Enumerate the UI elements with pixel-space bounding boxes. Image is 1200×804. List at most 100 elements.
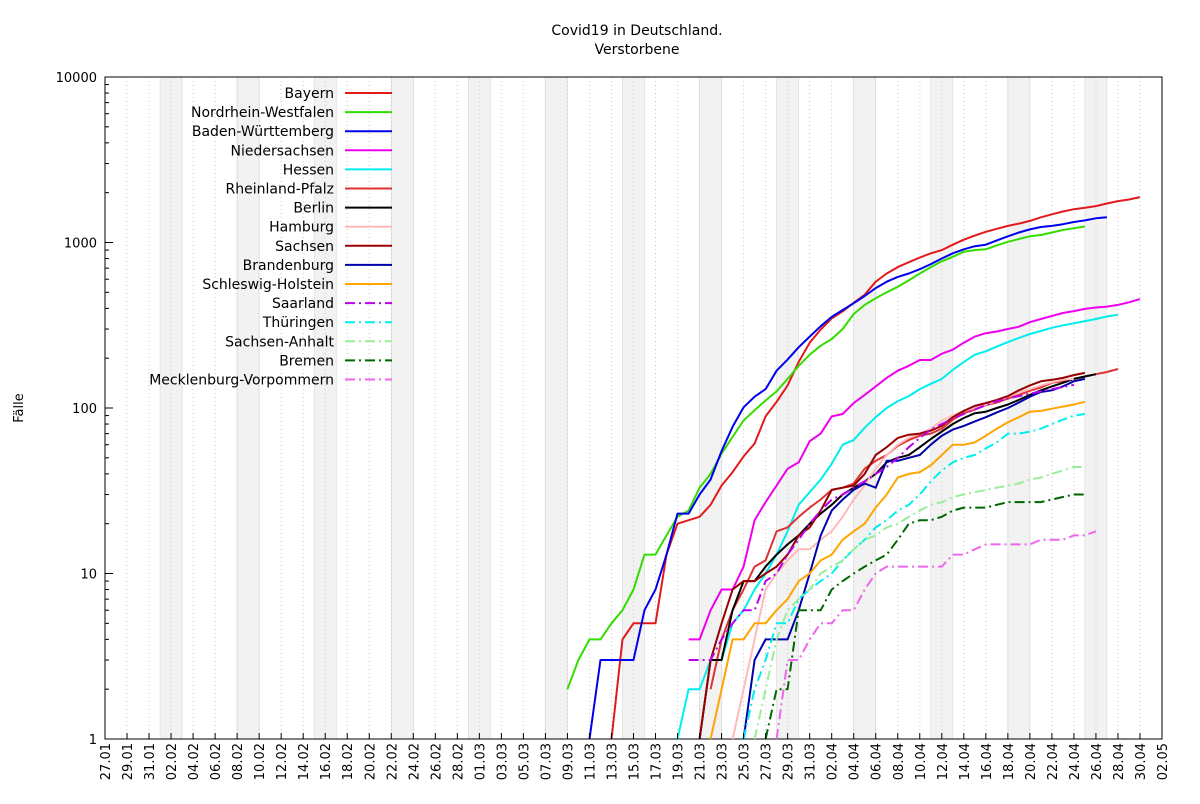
x-tick-label: 31.01 xyxy=(143,743,158,780)
series-line xyxy=(688,383,1075,661)
weekend-band xyxy=(1007,76,1031,740)
legend-label: Bremen xyxy=(279,353,334,369)
x-axis: 27.01 29.01 31.01 02.02 04.02 06.02 08.02 10.02… xyxy=(99,733,1171,780)
x-tick-label: 11.03 xyxy=(583,743,598,780)
x-tick-label: 07.03 xyxy=(539,743,554,780)
x-tick-label: 02.05 xyxy=(1156,743,1171,780)
series-line xyxy=(676,313,1119,740)
legend-label: Nordrhein-Westfalen xyxy=(191,105,334,121)
x-tick-label: 14.02 xyxy=(297,743,312,780)
x-tick-label: 29.03 xyxy=(782,743,797,780)
weekend-band xyxy=(468,76,491,740)
x-tick-label: 23.03 xyxy=(716,743,731,780)
x-tick-label: 24.04 xyxy=(1068,743,1083,780)
x-tick-label: 10.04 xyxy=(914,743,929,780)
series-line xyxy=(588,216,1107,740)
x-tick-label: 20.04 xyxy=(1024,743,1039,780)
x-tick-label: 12.02 xyxy=(275,743,290,780)
legend-label: Niedersachsen xyxy=(231,143,334,159)
x-tick-label: 20.02 xyxy=(363,743,378,780)
y-axis: 1 10 100 1000 10000 xyxy=(56,71,113,748)
legend-label: Rheinland-Pfalz xyxy=(226,182,334,198)
x-tick-label: 14.04 xyxy=(958,743,973,780)
x-tick-label: 27.01 xyxy=(99,743,114,780)
series-line xyxy=(753,466,1085,740)
x-tick-label: 24.02 xyxy=(407,743,422,780)
x-tick-label: 28.02 xyxy=(451,743,466,780)
legend-label: Hamburg xyxy=(269,220,334,236)
x-tick-label: 16.04 xyxy=(980,743,995,780)
x-tick-label: 26.02 xyxy=(429,743,444,780)
legend-label: Hessen xyxy=(283,162,334,178)
x-tick-label: 18.02 xyxy=(341,743,356,780)
legend: Bayern Nordrhein-Westfalen Baden-Württembe… xyxy=(149,86,392,389)
series-line xyxy=(775,530,1097,740)
x-tick-label: 03.03 xyxy=(495,743,510,780)
x-tick-label: 30.04 xyxy=(1134,743,1149,780)
series-line xyxy=(698,371,1086,740)
x-tick-label: 22.04 xyxy=(1046,743,1061,780)
legend-label: Berlin xyxy=(293,201,334,217)
series-line xyxy=(742,377,1086,740)
series-line xyxy=(566,225,1086,690)
legend-label: Sachsen-Anhalt xyxy=(225,334,334,350)
legend-label: Brandenburg xyxy=(243,258,334,274)
x-tick-label: 29.01 xyxy=(121,743,136,780)
y-axis-label: Fälle xyxy=(12,393,27,422)
x-tick-label: 08.04 xyxy=(892,743,907,780)
series-line xyxy=(610,196,1141,740)
weekend-band xyxy=(159,76,183,740)
legend-label: Thüringen xyxy=(262,315,334,331)
series-line xyxy=(709,400,1086,740)
series-line xyxy=(731,377,1074,740)
legend-label: Saarland xyxy=(272,296,334,312)
x-tick-label: 31.03 xyxy=(804,743,819,780)
weekend-band xyxy=(930,76,954,740)
x-tick-label: 08.02 xyxy=(231,743,246,780)
legend-label: Sachsen xyxy=(275,239,334,255)
x-tick-label: 02.04 xyxy=(826,743,841,780)
x-tick-label: 12.04 xyxy=(936,743,951,780)
x-tick-label: 16.02 xyxy=(319,743,334,780)
x-tick-label: 02.02 xyxy=(165,743,180,780)
weekend-band xyxy=(390,76,414,740)
x-tick-label: 15.03 xyxy=(628,743,643,780)
weekend-band xyxy=(236,76,260,740)
x-tick-label: 26.04 xyxy=(1090,743,1105,780)
x-tick-label: 18.04 xyxy=(1002,743,1017,780)
x-tick-label: 22.02 xyxy=(385,743,400,780)
x-tick-label: 06.02 xyxy=(209,743,224,780)
x-tick-label: 09.03 xyxy=(561,743,576,780)
x-tick-label: 04.02 xyxy=(187,743,202,780)
x-tick-label: 06.04 xyxy=(870,743,885,780)
y-tick-label: 1 xyxy=(89,733,97,748)
y-tick-label: 10000 xyxy=(56,71,97,86)
x-tick-label: 27.03 xyxy=(760,743,775,780)
y-tick-label: 100 xyxy=(72,402,97,417)
x-tick-label: 10.02 xyxy=(253,743,268,780)
series-line xyxy=(764,493,1085,740)
series-line xyxy=(688,298,1141,641)
legend-label: Schleswig-Holstein xyxy=(202,277,334,293)
x-tick-label: 13.03 xyxy=(605,743,620,780)
weekend-shading xyxy=(159,76,1108,740)
x-tick-label: 21.03 xyxy=(694,743,709,780)
series-line xyxy=(698,373,1097,740)
weekend-band xyxy=(545,76,568,740)
series-lines xyxy=(566,196,1141,740)
weekend-band xyxy=(622,76,645,740)
x-tick-label: 25.03 xyxy=(738,743,753,780)
x-tick-label: 01.03 xyxy=(473,743,488,780)
chart-title: Covid19 in Deutschland. xyxy=(551,23,722,39)
weekend-band xyxy=(853,76,877,740)
x-tick-label: 04.04 xyxy=(848,743,863,780)
weekend-band xyxy=(699,76,722,740)
weekend-band xyxy=(1084,76,1108,740)
y-tick-label: 10 xyxy=(80,568,97,583)
legend-label: Baden-Württemberg xyxy=(192,124,334,140)
x-tick-label: 28.04 xyxy=(1112,743,1127,780)
x-tick-label: 05.03 xyxy=(517,743,532,780)
series-line xyxy=(742,413,1086,740)
